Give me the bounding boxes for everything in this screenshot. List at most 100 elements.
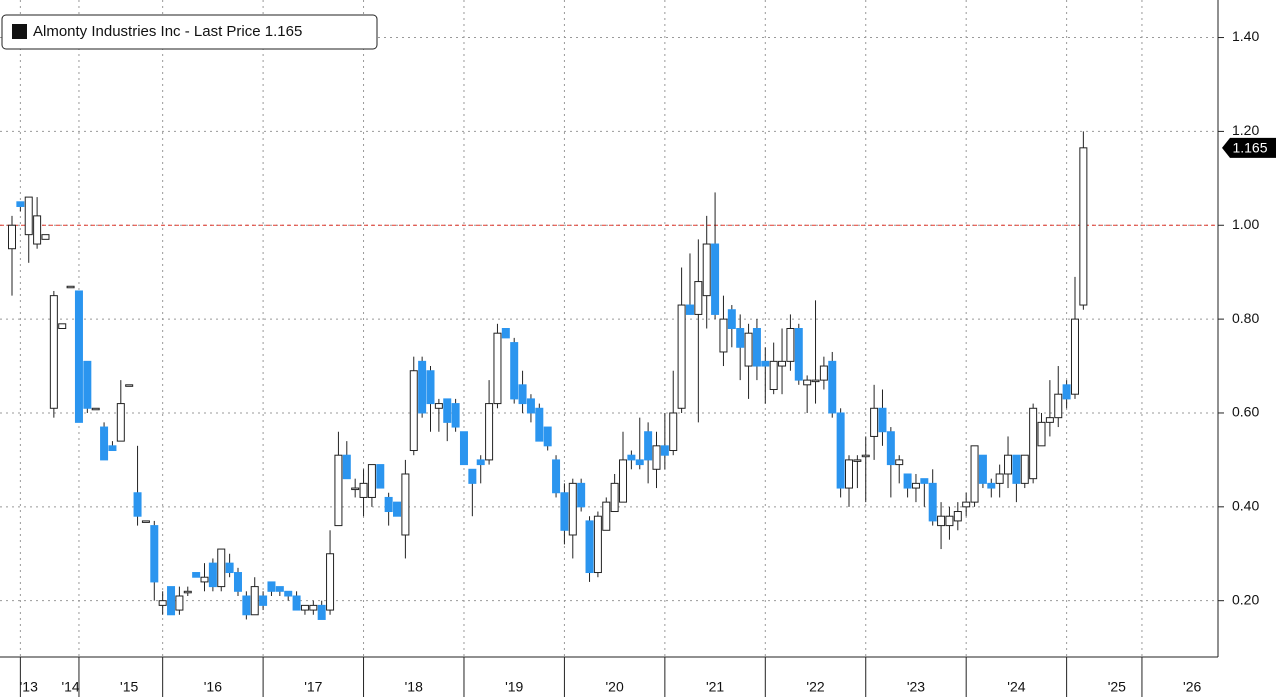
candle-body [367,464,376,498]
candle-body [317,604,326,620]
candle-body [58,323,67,329]
candle-body [1070,318,1079,395]
candle-body [610,482,619,513]
candle-body [83,360,92,409]
candle-body [326,553,335,611]
candle-body [685,304,694,315]
candle-body [501,328,510,339]
candle-body [158,600,167,606]
x-tick-label: '15 [120,679,138,695]
candle-body [476,459,485,466]
x-tick-label: '13 [20,679,38,695]
legend-box [1,14,378,50]
candle-body [953,511,962,522]
candle-body [995,473,1004,484]
candle-body [434,403,443,409]
candle-body [878,407,887,433]
candle-body [33,215,42,245]
candle-body [903,473,912,489]
candle-body [233,572,242,592]
candle-body [393,501,402,517]
candle-body [150,525,159,583]
candle-body [125,384,134,387]
candle-body [736,328,745,348]
candle-body [861,454,870,458]
candle-body [794,328,803,381]
candle-body [694,281,703,315]
candle-body [819,365,828,381]
candle-body [426,370,435,405]
candle-body [920,478,929,484]
candle-body [225,562,234,574]
y-tick-label: 1.20 [1232,122,1259,138]
candle-body [962,501,971,508]
candle-body [627,454,636,461]
candle-body [108,445,117,452]
candle-body [978,454,987,484]
x-tick-label: '22 [806,679,824,695]
candle-body [1004,454,1013,475]
candle-body [208,562,217,588]
candle-body [485,403,494,461]
candle-body [543,426,552,447]
candle-body [928,482,937,522]
candle-body [1054,393,1063,419]
x-tick-label: '23 [907,679,925,695]
candle-body [560,492,569,531]
candle-body [267,581,276,592]
candle-body [242,595,251,616]
candle-body [987,482,996,489]
candle-body [1029,407,1038,480]
candle-body [535,407,544,442]
candle-body [91,407,100,411]
candle-body [845,459,853,489]
candle-body [300,604,309,611]
candle-body [526,398,535,414]
candle-body [518,384,527,405]
candle-body [183,590,192,594]
x-tick-label: '20 [606,679,624,695]
x-tick-label: '18 [405,679,423,695]
candle-body [602,501,611,531]
candle-body [644,431,653,461]
candle-body [141,520,150,523]
chart-title: Almonty Industries Inc - Last Price 1.16… [33,23,302,40]
candle-body [250,586,259,616]
candle-body [761,360,770,367]
x-tick-label: '25 [1108,679,1126,695]
candle-body [309,604,318,611]
candle-body [200,576,209,583]
candle-body [669,412,678,452]
x-tick-label: '16 [204,679,222,695]
x-tick-label: '21 [706,679,724,695]
candle-body [8,224,16,250]
candle-body [702,243,711,297]
candle-body [167,586,176,616]
candle-body [468,468,477,484]
candle-body [16,201,25,207]
y-tick-label: 1.00 [1232,216,1259,232]
candle-body [828,360,837,414]
candle-body [493,332,502,405]
candle-body [351,487,360,491]
candle-body [284,590,293,597]
candle-body [334,454,343,527]
candle-body [342,454,351,480]
candle-body [409,370,418,452]
candle-body [836,412,845,489]
candle-body [803,379,812,386]
y-tick-label: 0.80 [1232,310,1259,326]
candle-body [677,304,686,409]
candle-body [652,445,661,470]
candle-body [593,515,602,574]
x-tick-label: '24 [1007,679,1025,695]
candle-body [1045,417,1054,423]
candle-body [619,459,628,503]
candle-body [510,342,519,400]
candle-body [100,426,109,461]
candle-body [769,360,778,391]
candle-body [886,431,895,466]
